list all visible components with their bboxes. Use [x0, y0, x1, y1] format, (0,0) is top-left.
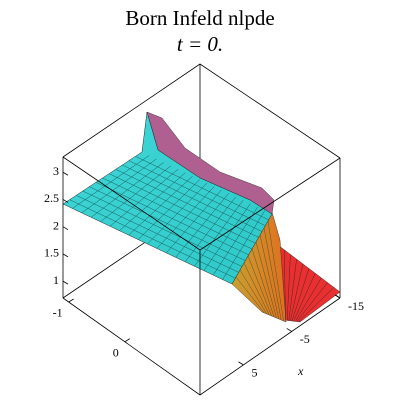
- surface-mesh: [247, 255, 272, 317]
- surface-mesh: [135, 156, 269, 221]
- surface-mesh: [259, 234, 280, 320]
- z-tick-label: 2: [53, 218, 59, 232]
- chart-title: Born Infeld nlpde: [125, 6, 274, 30]
- z-tick-label: 3: [53, 164, 59, 178]
- x-tick-label: -15: [348, 299, 364, 313]
- surface-mesh: [290, 263, 304, 321]
- surface-mesh: [296, 282, 328, 322]
- y-tick-label: 0: [113, 345, 119, 359]
- z-tick: [62, 226, 69, 231]
- surface-mesh: [251, 248, 275, 318]
- surface-mesh: [263, 227, 282, 321]
- surface-mesh: [76, 195, 239, 273]
- z-tick-label: 1.5: [44, 246, 59, 260]
- surface-mesh: [82, 190, 243, 267]
- x-axis-label: x: [297, 364, 304, 378]
- x-tick: [286, 328, 292, 332]
- surface-mesh: [95, 182, 249, 256]
- surface-mesh: [89, 186, 246, 261]
- surface-mesh: [294, 277, 322, 322]
- x-tick-label: 5: [251, 366, 257, 380]
- surface-mesh: [69, 199, 236, 279]
- surface-mesh: [267, 220, 284, 322]
- surface-mesh: [243, 262, 270, 316]
- surface-mesh: [286, 254, 291, 321]
- surface: [62, 111, 341, 323]
- surface-mesh: [122, 164, 263, 232]
- x-tick-label: -5: [300, 332, 310, 346]
- surface-mesh: [255, 241, 277, 319]
- surface-mesh: [239, 269, 268, 315]
- surface-mesh: [235, 276, 265, 314]
- box-front: [62, 156, 341, 396]
- chart-subtitle: t = 0.: [177, 32, 223, 56]
- z-tick: [62, 199, 69, 203]
- surface-mesh: [291, 268, 310, 322]
- x-tick: [238, 361, 244, 366]
- z-tick-label: 1: [53, 273, 59, 287]
- surface-mesh: [128, 160, 266, 226]
- surface-mesh: [102, 177, 253, 250]
- y-tick: [124, 338, 130, 343]
- y-tick: [68, 298, 74, 303]
- z-tick: [62, 253, 69, 258]
- surface-mesh: [298, 287, 334, 322]
- y-tick-label: -1: [53, 306, 63, 320]
- z-tick: [62, 280, 69, 285]
- x-tick: [334, 294, 341, 299]
- surface-mesh: [115, 169, 259, 238]
- surface-mesh: [288, 259, 297, 321]
- surface-mesh: [293, 273, 316, 322]
- z-tick: [62, 171, 69, 176]
- z-tick-label: 2.5: [44, 191, 59, 205]
- surface-mesh: [108, 173, 256, 244]
- surface-mesh: [283, 249, 286, 321]
